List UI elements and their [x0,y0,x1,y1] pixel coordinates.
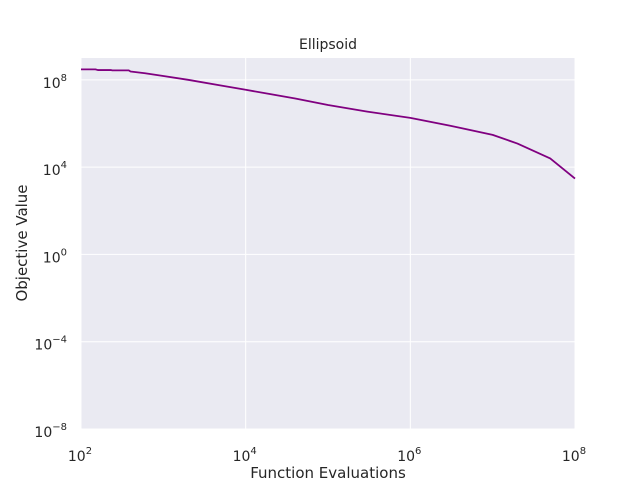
x-tick-label: 108 [562,446,586,465]
y-tick-label: 10−8 [34,422,67,441]
x-tick-label: 102 [68,446,92,465]
x-axis-label: Function Evaluations [250,464,406,480]
grid [80,58,576,430]
y-tick-label: 104 [43,160,67,179]
plot-background [81,58,575,429]
y-tick-label: 10−4 [34,335,67,354]
y-tick-label: 100 [43,247,67,266]
y-axis-label: Objective Value [13,184,31,301]
tick-labels: 102 104 106 108 10−8 10−4 100 104 108 [34,73,586,465]
y-tick-label: 108 [43,73,67,92]
x-tick-label: 104 [233,446,257,465]
series-line [81,68,576,180]
series-layer [81,68,576,180]
x-tick-label: 106 [397,446,421,465]
chart-title: Ellipsoid [299,37,357,53]
